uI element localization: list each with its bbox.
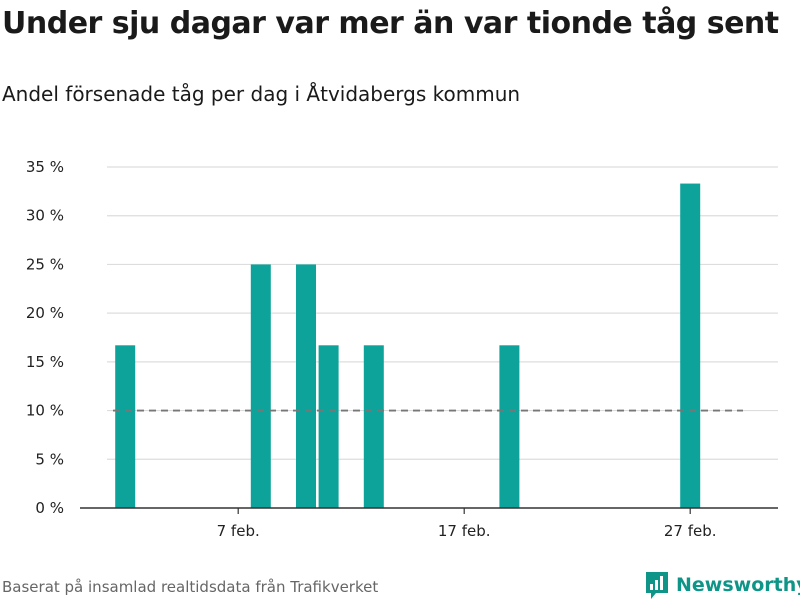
y-tick-label: 10 %: [26, 402, 64, 420]
y-tick-label: 5 %: [35, 450, 64, 468]
y-tick-label: 0 %: [35, 499, 64, 517]
y-tick-label: 15 %: [26, 353, 64, 371]
y-tick-label: 20 %: [26, 304, 64, 322]
x-tick-label: 7 feb.: [217, 522, 260, 540]
brand: Newsworthy: [644, 570, 800, 600]
x-tick-label: 27 feb.: [664, 522, 717, 540]
newsworthy-logo-icon: [646, 572, 668, 599]
bar: [115, 345, 136, 508]
bar: [499, 345, 520, 508]
y-tick-label: 30 %: [26, 207, 64, 225]
brand-name: Newsworthy: [676, 574, 800, 596]
chart-subtitle: Andel försenade tåg per dag i Åtvidaberg…: [2, 82, 521, 106]
source-note: Baserat på insamlad realtidsdata från Tr…: [2, 578, 379, 596]
x-tick-label: 17 feb.: [438, 522, 491, 540]
y-tick-label: 35 %: [26, 158, 64, 176]
bar: [296, 264, 316, 508]
bar: [318, 345, 339, 508]
bar: [363, 345, 384, 508]
bar: [250, 264, 271, 508]
y-tick-label: 25 %: [26, 255, 64, 273]
chart-title: Under sju dagar var mer än var tionde tå…: [2, 6, 779, 41]
bar: [680, 183, 701, 508]
